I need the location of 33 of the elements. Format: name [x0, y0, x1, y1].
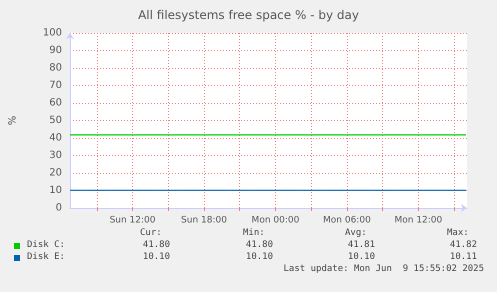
text: Last update: Mon Jun 9 15:55:02 2025 [284, 264, 484, 275]
y-tick-label: 60 [49, 98, 62, 108]
chart-title: All filesystems free space % - by day [138, 8, 359, 22]
legend-label: Disk C: [27, 240, 65, 251]
text: 41.80 [246, 240, 273, 251]
text: 41.82 [450, 240, 477, 251]
text: Max: [447, 228, 469, 239]
y-tick-label: 40 [49, 132, 62, 144]
text: 10.10 [142, 252, 170, 263]
y-tick-label: 0 [56, 202, 62, 214]
y-tick-label: 20 [49, 168, 62, 178]
y-tick-label: 70 [49, 80, 62, 91]
text: 10.10 [348, 252, 375, 263]
y-tick-label: 80 [49, 62, 62, 74]
text: Min: [243, 228, 265, 239]
text: Cur: [140, 228, 162, 239]
text: 41.81 [348, 240, 375, 251]
y-tick-label: 30 [49, 150, 62, 161]
x-tick-label: Mon 06:00 [323, 216, 372, 226]
text: Avg: [345, 228, 367, 239]
x-tick-label: Mon 00:00 [252, 216, 300, 226]
x-tick-label: Mon 12:00 [394, 216, 443, 226]
legend-label: Disk E: [27, 252, 65, 263]
y-tick-label: 100 [42, 28, 62, 38]
y-tick-label: 10 [49, 185, 62, 196]
text: 41.80 [142, 240, 170, 251]
x-tick-label: Sun 12:00 [110, 216, 156, 226]
y-tick-label: 90 [49, 45, 62, 56]
text: 10.11 [450, 252, 477, 263]
text: 10.10 [246, 252, 273, 263]
x-tick-label: Sun 18:00 [181, 216, 228, 226]
y-axis-title: % [8, 116, 18, 126]
y-tick-label: 50 [49, 115, 62, 126]
